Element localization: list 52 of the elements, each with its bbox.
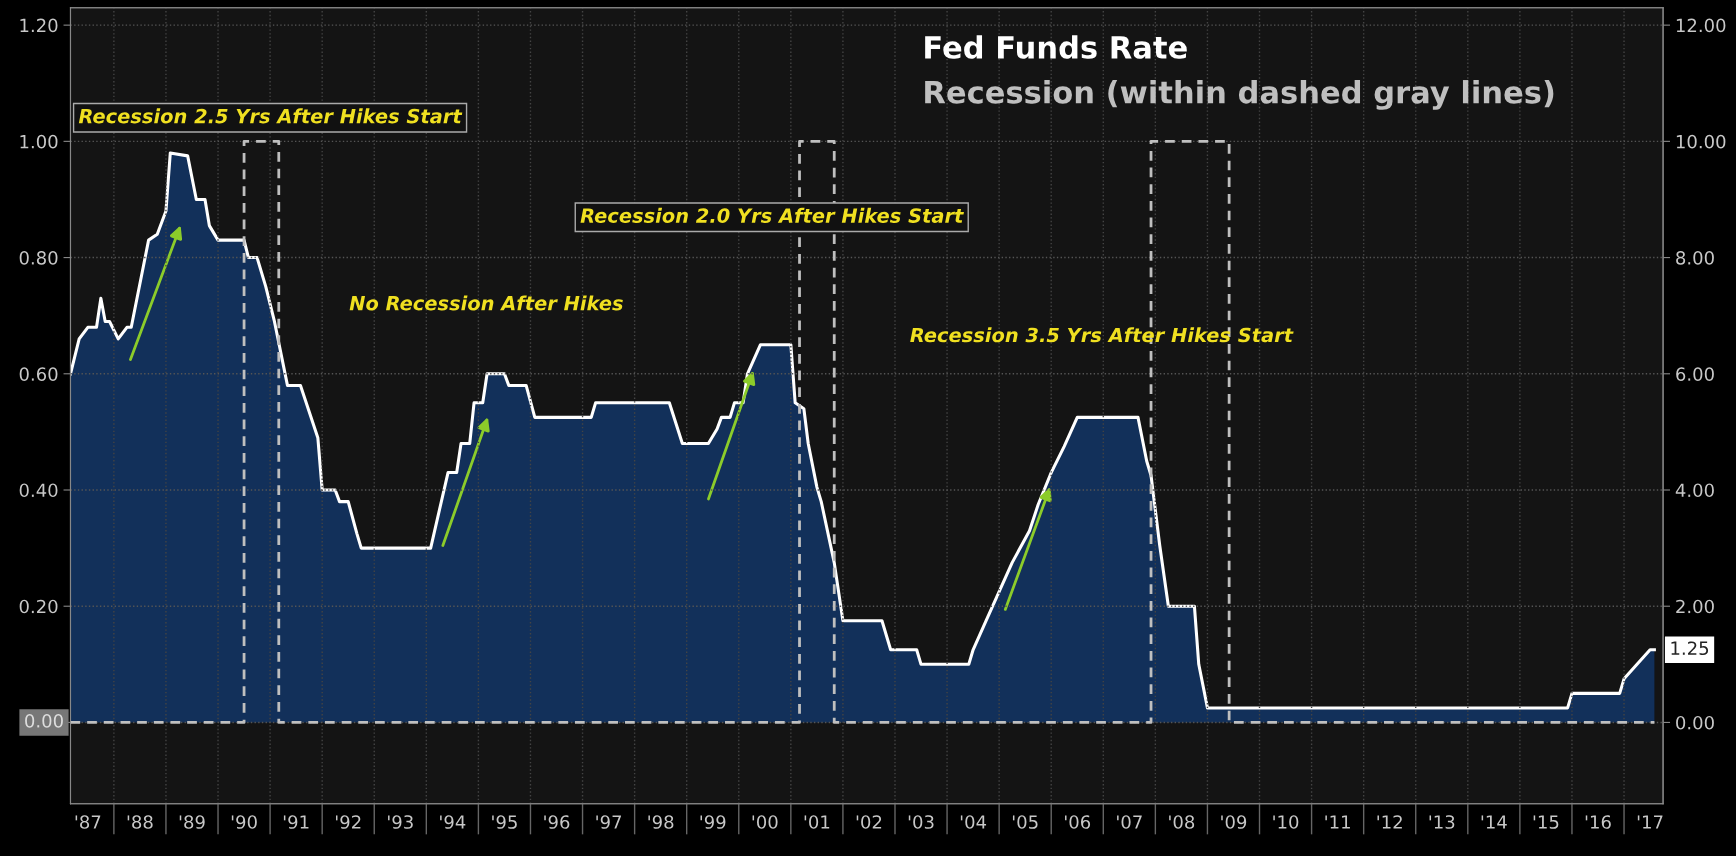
- x-tick-label: '91: [283, 815, 309, 829]
- x-tick-label: '10: [1273, 815, 1299, 829]
- x-tick-label: '02: [856, 815, 882, 829]
- y-tick-label: 0.40: [19, 483, 58, 498]
- y-tick-label: 0.20: [19, 599, 58, 614]
- x-tick-label: '08: [1169, 815, 1195, 829]
- y2-tick-label: 12.00: [1676, 18, 1726, 33]
- series-label: Recession (within dashed gray lines): [925, 80, 1554, 110]
- y2-tick-label: 8.00: [1676, 251, 1714, 265]
- y-tick-label: 1.00: [20, 134, 58, 149]
- x-tick-label: '04: [960, 815, 987, 829]
- x-tick-label: '01: [804, 815, 830, 829]
- data-label: 1.25: [1671, 641, 1709, 656]
- x-tick-label: '98: [648, 815, 674, 829]
- y2-tick-label: 2.00: [1676, 599, 1714, 614]
- x-tick-label: '13: [1429, 815, 1455, 829]
- x-tick-label: '90: [231, 815, 257, 829]
- data-label: 0.00: [25, 714, 63, 728]
- x-tick-label: '88: [127, 815, 153, 829]
- x-tick-label: '17: [1637, 815, 1663, 829]
- annotation: Recession 2.5 Yrs After Hikes Start: [78, 108, 463, 124]
- x-tick-label: '06: [1065, 815, 1091, 829]
- x-tick-label: '87: [75, 815, 101, 829]
- y2-tick-label: 0.00: [1676, 715, 1714, 730]
- y-tick-label: 0.80: [19, 251, 58, 265]
- annotation: No Recession After Hikes: [349, 295, 623, 311]
- y2-tick-label: 6.00: [1676, 367, 1714, 381]
- x-tick-label: '97: [596, 815, 622, 829]
- x-tick-label: '99: [700, 815, 726, 829]
- annotation: Recession 3.5 Yrs After Hikes Start: [910, 327, 1294, 343]
- y-tick-label: 0.60: [19, 367, 58, 381]
- x-tick-label: '14: [1481, 815, 1507, 829]
- x-tick-label: '05: [1012, 815, 1038, 829]
- y2-tick-label: 10.00: [1676, 134, 1726, 149]
- x-tick-label: '11: [1325, 815, 1350, 829]
- x-tick-label: '03: [908, 815, 934, 829]
- x-tick-label: '95: [492, 815, 517, 829]
- x-tick-label: '93: [388, 815, 413, 829]
- x-tick-label: '07: [1117, 815, 1142, 829]
- y-tick-label: 1.20: [20, 18, 58, 33]
- x-tick-label: '94: [440, 815, 466, 829]
- x-tick-label: '12: [1377, 815, 1402, 829]
- x-tick-label: '15: [1533, 815, 1559, 829]
- x-tick-label: '09: [1221, 815, 1247, 829]
- annotation: Recession 2.0 Yrs After Hikes Start: [580, 207, 964, 223]
- x-tick-label: '96: [544, 815, 570, 829]
- x-tick-label: '00: [752, 815, 778, 829]
- x-tick-label: '92: [335, 815, 361, 829]
- x-tick-label: '89: [179, 815, 205, 829]
- x-tick-label: '16: [1585, 815, 1611, 829]
- y2-tick-label: 4.00: [1675, 483, 1714, 498]
- text: Fed Funds Rate: [925, 35, 1187, 59]
